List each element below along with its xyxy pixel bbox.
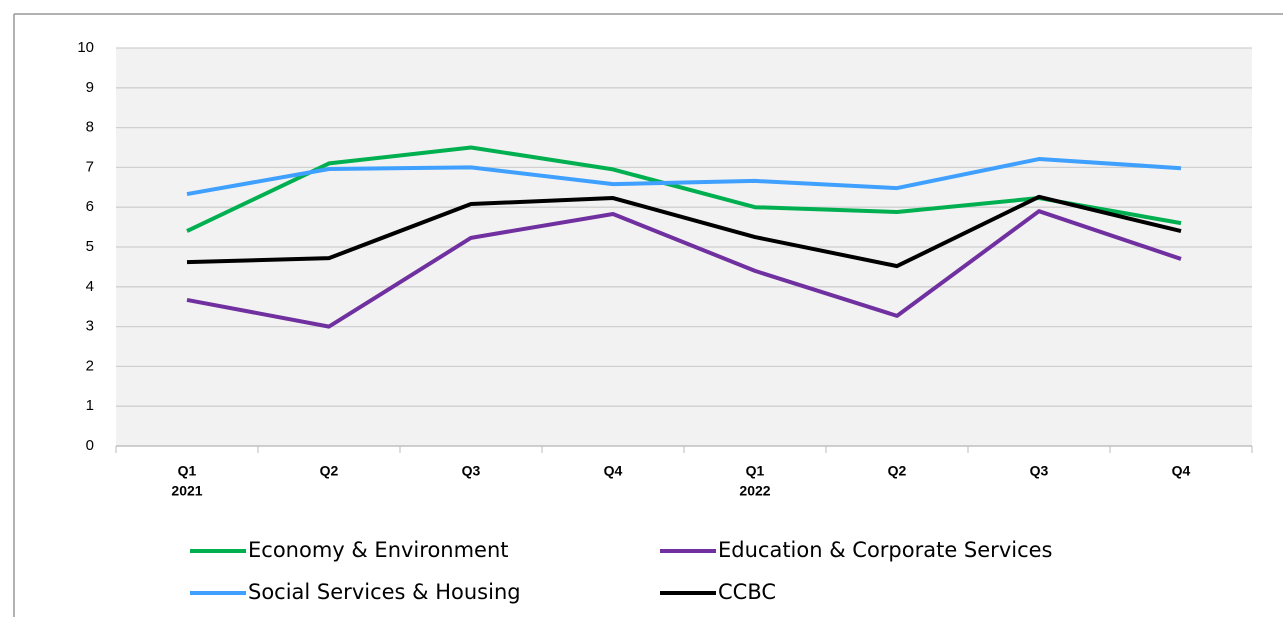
y-tick-label: 5 — [86, 238, 94, 255]
legend-label: CCBC — [718, 580, 776, 604]
x-tick-label: Q3 — [1030, 463, 1049, 479]
x-tick-label: Q3 — [462, 463, 481, 479]
series-line — [186, 157, 1182, 197]
x-tick-label: Q1 — [746, 463, 765, 479]
x-group-label: 2021 — [171, 483, 202, 499]
y-tick-label: 3 — [86, 318, 94, 335]
legend-label: Economy & Environment — [248, 538, 509, 562]
series-line — [186, 145, 1182, 233]
y-tick-label: 9 — [86, 79, 94, 96]
x-group-label: 2022 — [739, 483, 770, 499]
x-tick-label: Q4 — [1172, 463, 1191, 479]
series-line — [186, 194, 1182, 269]
x-tick-label: Q2 — [320, 463, 339, 479]
y-tick-label: 8 — [86, 119, 94, 136]
x-tick-label: Q4 — [604, 463, 623, 479]
legend-label: Social Services & Housing — [248, 580, 521, 604]
y-tick-label: 0 — [86, 437, 94, 454]
legend-label: Education & Corporate Services — [718, 538, 1052, 562]
y-tick-label: 1 — [86, 397, 94, 414]
y-tick-label: 2 — [86, 357, 94, 374]
y-tick-label: 10 — [77, 39, 94, 56]
x-tick-label: Q2 — [888, 463, 907, 479]
y-tick-label: 7 — [86, 158, 94, 175]
y-tick-label: 4 — [86, 278, 94, 295]
series-line — [186, 209, 1182, 329]
x-tick-label: Q1 — [178, 463, 197, 479]
y-tick-label: 6 — [86, 198, 94, 215]
